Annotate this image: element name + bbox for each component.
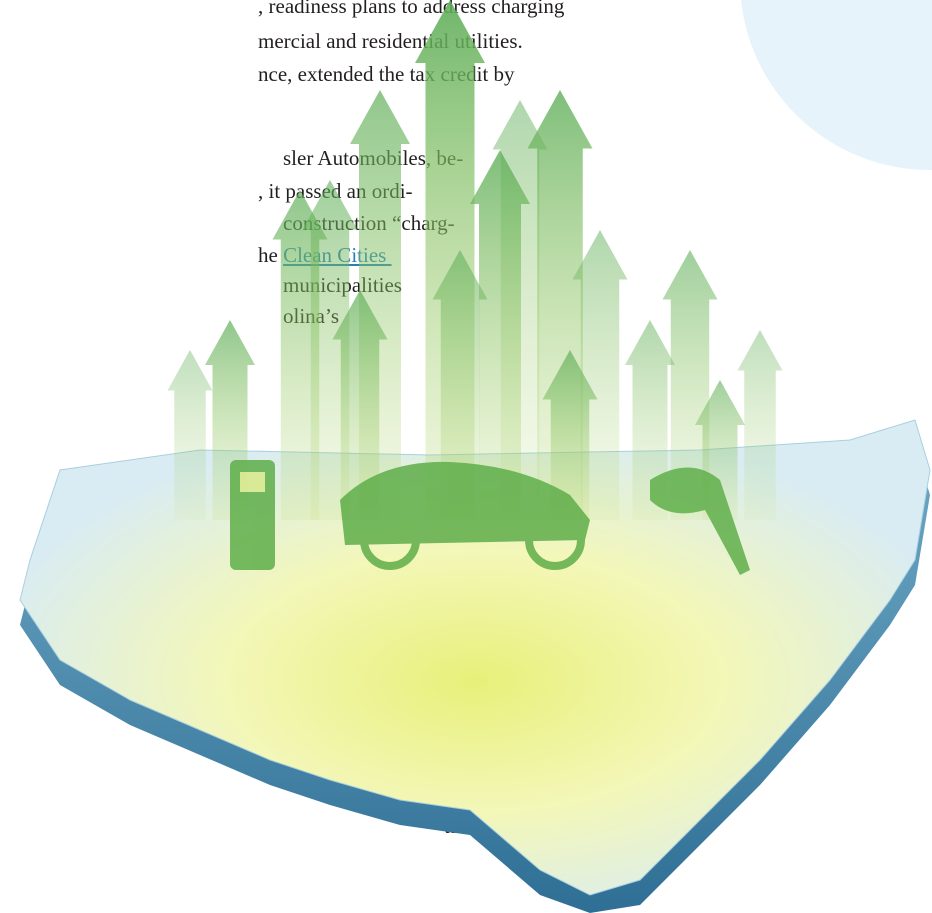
text: Vs [455, 457, 478, 481]
arrow [695, 380, 745, 520]
text: nce, extended the tax credit by [258, 62, 515, 86]
backdrop-circle [740, 0, 932, 170]
text: mercial and residential utilities. [258, 29, 523, 53]
us-map [20, 420, 930, 913]
text: he [258, 243, 283, 267]
arrow [573, 230, 628, 520]
text: t [455, 780, 461, 804]
text-line: construction “charg- [283, 213, 455, 234]
arrow [168, 350, 213, 520]
text: municipalities [283, 273, 402, 297]
arrow [543, 350, 598, 520]
arrow [205, 320, 255, 520]
text-line: mercial and residential utilities. [258, 31, 523, 52]
arrow [738, 330, 783, 520]
text-line: nce, extended the tax credit by [258, 64, 515, 85]
text: ts. [444, 814, 463, 838]
text-line: municipalities [283, 275, 402, 296]
text: , readiness plans to address charging [258, 0, 564, 18]
arrow [528, 90, 593, 520]
arrow [273, 190, 328, 520]
text: construction “charg- [283, 211, 455, 235]
arrow [470, 150, 530, 520]
page: , readiness plans to address charging mer… [0, 0, 932, 913]
arrow [625, 320, 675, 520]
text-line: , it passed an ordi- [258, 181, 413, 202]
text-line: olina’s [283, 306, 339, 327]
text: , it passed an ordi- [258, 179, 413, 203]
arrow [333, 290, 388, 520]
text-line: , readiness plans to address charging [258, 0, 564, 17]
arrow [663, 250, 718, 520]
text-line: Vs [455, 459, 478, 480]
text-line: sler Automobiles, be- [283, 148, 463, 169]
arrow [493, 100, 548, 520]
text-line: t [455, 782, 461, 803]
text-line: he Clean Cities [258, 245, 392, 266]
ev-icons [230, 460, 750, 575]
text: olina’s [283, 304, 339, 328]
text-line: ts. [444, 816, 463, 837]
text: sler Automobiles, be- [283, 146, 463, 170]
link[interactable]: Clean Cities [283, 243, 392, 267]
